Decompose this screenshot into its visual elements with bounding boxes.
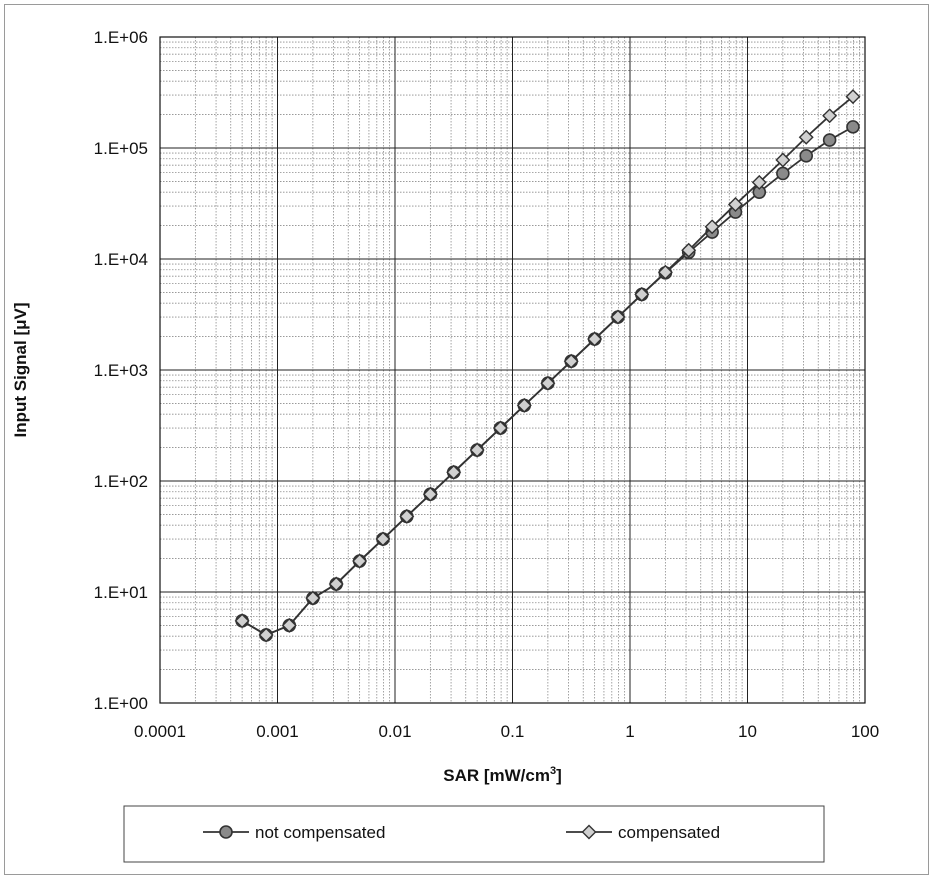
data-point [798,129,814,145]
chart-frame [4,4,929,875]
y-tick-label: 1.E+06 [94,28,148,47]
data-point [563,353,579,369]
x-tick-label: 0.001 [256,722,299,741]
x-tick-label: 0.0001 [134,722,186,741]
y-tick-label: 1.E+05 [94,139,148,158]
legend-box [123,805,825,863]
series-2 [234,89,861,643]
data-point [516,397,532,413]
data-point [305,590,321,606]
data-point [776,166,790,181]
data-point [704,219,720,235]
data-point [446,464,462,480]
legend-swatch-marker [219,825,233,839]
y-tick-label: 1.E+03 [94,361,148,380]
data-point [352,553,368,569]
data-point [799,149,814,163]
data-point [587,331,603,347]
data-point [422,486,438,502]
x-tick-label: 1 [625,722,634,741]
legend-label: compensated [618,823,720,842]
data-point [540,375,556,391]
legend-label: not compensated [255,823,385,842]
legend: not compensated compensated [123,805,825,863]
data-point [846,120,860,134]
data-point [657,264,673,280]
data-point [610,309,626,325]
data-point [399,508,415,524]
data-point [634,286,650,302]
grid [159,36,866,704]
data-point [822,133,837,147]
x-tick-label: 0.01 [378,722,411,741]
x-tick-label: 100 [851,722,879,741]
data-point [281,617,297,633]
y-tick-label: 1.E+02 [94,472,148,491]
data-point [681,242,697,258]
y-tick-label: 1.E+00 [94,694,148,713]
data-point [751,174,767,190]
y-tick-label: 1.E+04 [94,250,148,269]
data-point [328,576,344,592]
x-axis-title: SAR [mW/cm3] [443,765,562,785]
y-axis-title: Input Signal [μV] [11,302,30,437]
data-point [375,531,391,547]
data-point [469,442,485,458]
x-tick-label: 0.1 [501,722,525,741]
y-tick-label: 1.E+01 [94,583,148,602]
plot-border [159,36,866,704]
data-point [492,420,508,436]
data-point [727,196,743,212]
data-point [822,108,838,124]
data-point [845,89,861,105]
data-point [775,152,791,168]
data-point [258,627,274,643]
x-tick-label: 10 [738,722,757,741]
legend-swatch-marker [581,824,597,840]
data-point [234,613,250,629]
